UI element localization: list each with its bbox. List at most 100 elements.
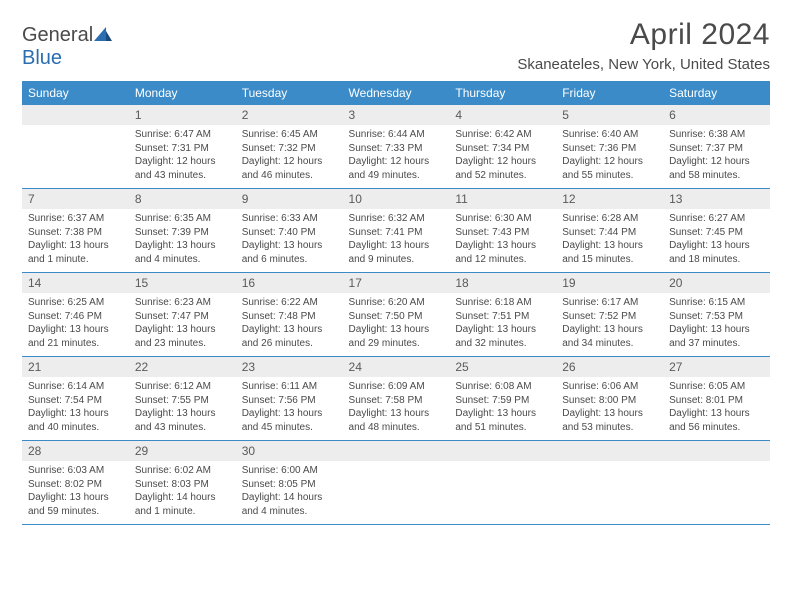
- daylight-text-2: and 51 minutes.: [455, 421, 550, 435]
- daylight-text-1: Daylight: 13 hours: [455, 239, 550, 253]
- day-cell: Sunrise: 6:20 AMSunset: 7:50 PMDaylight:…: [343, 293, 450, 357]
- day-cell: [556, 461, 663, 525]
- day-cell: Sunrise: 6:47 AMSunset: 7:31 PMDaylight:…: [129, 125, 236, 189]
- sunrise-text: Sunrise: 6:45 AM: [242, 128, 337, 142]
- daylight-text-2: and 21 minutes.: [28, 337, 123, 351]
- sunset-text: Sunset: 7:37 PM: [669, 142, 764, 156]
- brand-logo: GeneralBlue: [22, 24, 112, 70]
- sunrise-text: Sunrise: 6:28 AM: [562, 212, 657, 226]
- brand-part1: General: [22, 24, 93, 46]
- sunset-text: Sunset: 7:38 PM: [28, 226, 123, 240]
- daylight-text-2: and 37 minutes.: [669, 337, 764, 351]
- day-number: 25: [449, 357, 556, 378]
- day-number-row: 282930: [22, 441, 770, 462]
- day-number: [343, 441, 450, 462]
- day-number: 6: [663, 105, 770, 125]
- day-cell: Sunrise: 6:44 AMSunset: 7:33 PMDaylight:…: [343, 125, 450, 189]
- sunrise-text: Sunrise: 6:20 AM: [349, 296, 444, 310]
- page-header: GeneralBlue April 2024 Skaneateles, New …: [22, 18, 770, 73]
- sunrise-text: Sunrise: 6:27 AM: [669, 212, 764, 226]
- sunrise-text: Sunrise: 6:44 AM: [349, 128, 444, 142]
- daylight-text-2: and 53 minutes.: [562, 421, 657, 435]
- daylight-text-1: Daylight: 13 hours: [562, 407, 657, 421]
- sunrise-text: Sunrise: 6:11 AM: [242, 380, 337, 394]
- sunrise-text: Sunrise: 6:35 AM: [135, 212, 230, 226]
- day-number: 5: [556, 105, 663, 125]
- day-cell: Sunrise: 6:05 AMSunset: 8:01 PMDaylight:…: [663, 377, 770, 441]
- daylight-text-1: Daylight: 13 hours: [669, 239, 764, 253]
- day-cell: Sunrise: 6:28 AMSunset: 7:44 PMDaylight:…: [556, 209, 663, 273]
- daylight-text-2: and 32 minutes.: [455, 337, 550, 351]
- sunrise-text: Sunrise: 6:15 AM: [669, 296, 764, 310]
- day-number: 28: [22, 441, 129, 462]
- day-number: 15: [129, 273, 236, 294]
- sunset-text: Sunset: 7:31 PM: [135, 142, 230, 156]
- day-cell: [343, 461, 450, 525]
- sunrise-text: Sunrise: 6:47 AM: [135, 128, 230, 142]
- day-number: 29: [129, 441, 236, 462]
- day-cell: Sunrise: 6:32 AMSunset: 7:41 PMDaylight:…: [343, 209, 450, 273]
- day-number: 7: [22, 189, 129, 210]
- sunset-text: Sunset: 7:46 PM: [28, 310, 123, 324]
- sunset-text: Sunset: 7:36 PM: [562, 142, 657, 156]
- day-number: 14: [22, 273, 129, 294]
- day-number: 20: [663, 273, 770, 294]
- day-cell: Sunrise: 6:27 AMSunset: 7:45 PMDaylight:…: [663, 209, 770, 273]
- day-cell: Sunrise: 6:35 AMSunset: 7:39 PMDaylight:…: [129, 209, 236, 273]
- weekday-header: Sunday: [22, 81, 129, 105]
- daylight-text-1: Daylight: 13 hours: [28, 239, 123, 253]
- day-number: [449, 441, 556, 462]
- calendar-page: GeneralBlue April 2024 Skaneateles, New …: [0, 0, 792, 525]
- daylight-text-2: and 48 minutes.: [349, 421, 444, 435]
- daylight-text-1: Daylight: 13 hours: [135, 407, 230, 421]
- sunset-text: Sunset: 7:58 PM: [349, 394, 444, 408]
- daylight-text-1: Daylight: 13 hours: [242, 323, 337, 337]
- sunrise-text: Sunrise: 6:22 AM: [242, 296, 337, 310]
- sunset-text: Sunset: 8:03 PM: [135, 478, 230, 492]
- day-number: [556, 441, 663, 462]
- sunset-text: Sunset: 8:02 PM: [28, 478, 123, 492]
- day-cell: Sunrise: 6:22 AMSunset: 7:48 PMDaylight:…: [236, 293, 343, 357]
- sunrise-text: Sunrise: 6:09 AM: [349, 380, 444, 394]
- day-cell: [449, 461, 556, 525]
- day-data-row: Sunrise: 6:47 AMSunset: 7:31 PMDaylight:…: [22, 125, 770, 189]
- day-number: 17: [343, 273, 450, 294]
- daylight-text-1: Daylight: 13 hours: [135, 323, 230, 337]
- day-cell: Sunrise: 6:42 AMSunset: 7:34 PMDaylight:…: [449, 125, 556, 189]
- day-cell: Sunrise: 6:38 AMSunset: 7:37 PMDaylight:…: [663, 125, 770, 189]
- daylight-text-1: Daylight: 13 hours: [562, 323, 657, 337]
- daylight-text-1: Daylight: 12 hours: [135, 155, 230, 169]
- day-number: 16: [236, 273, 343, 294]
- daylight-text-2: and 40 minutes.: [28, 421, 123, 435]
- daylight-text-1: Daylight: 13 hours: [349, 239, 444, 253]
- daylight-text-2: and 9 minutes.: [349, 253, 444, 267]
- sunset-text: Sunset: 7:40 PM: [242, 226, 337, 240]
- sunset-text: Sunset: 7:43 PM: [455, 226, 550, 240]
- sunrise-text: Sunrise: 6:30 AM: [455, 212, 550, 226]
- sunrise-text: Sunrise: 6:08 AM: [455, 380, 550, 394]
- sunset-text: Sunset: 7:41 PM: [349, 226, 444, 240]
- sunrise-text: Sunrise: 6:42 AM: [455, 128, 550, 142]
- sunset-text: Sunset: 8:01 PM: [669, 394, 764, 408]
- sunset-text: Sunset: 7:53 PM: [669, 310, 764, 324]
- day-cell: Sunrise: 6:12 AMSunset: 7:55 PMDaylight:…: [129, 377, 236, 441]
- day-data-row: Sunrise: 6:25 AMSunset: 7:46 PMDaylight:…: [22, 293, 770, 357]
- weekday-header: Monday: [129, 81, 236, 105]
- sunset-text: Sunset: 7:54 PM: [28, 394, 123, 408]
- day-number: 10: [343, 189, 450, 210]
- daylight-text-1: Daylight: 13 hours: [28, 491, 123, 505]
- daylight-text-1: Daylight: 13 hours: [242, 407, 337, 421]
- daylight-text-2: and 58 minutes.: [669, 169, 764, 183]
- sunrise-text: Sunrise: 6:03 AM: [28, 464, 123, 478]
- day-cell: Sunrise: 6:37 AMSunset: 7:38 PMDaylight:…: [22, 209, 129, 273]
- daylight-text-1: Daylight: 13 hours: [135, 239, 230, 253]
- day-data-row: Sunrise: 6:03 AMSunset: 8:02 PMDaylight:…: [22, 461, 770, 525]
- day-number-row: 123456: [22, 105, 770, 125]
- weekday-header: Tuesday: [236, 81, 343, 105]
- daylight-text-2: and 46 minutes.: [242, 169, 337, 183]
- daylight-text-2: and 6 minutes.: [242, 253, 337, 267]
- sunrise-text: Sunrise: 6:38 AM: [669, 128, 764, 142]
- sunrise-text: Sunrise: 6:05 AM: [669, 380, 764, 394]
- daylight-text-2: and 56 minutes.: [669, 421, 764, 435]
- day-number: 8: [129, 189, 236, 210]
